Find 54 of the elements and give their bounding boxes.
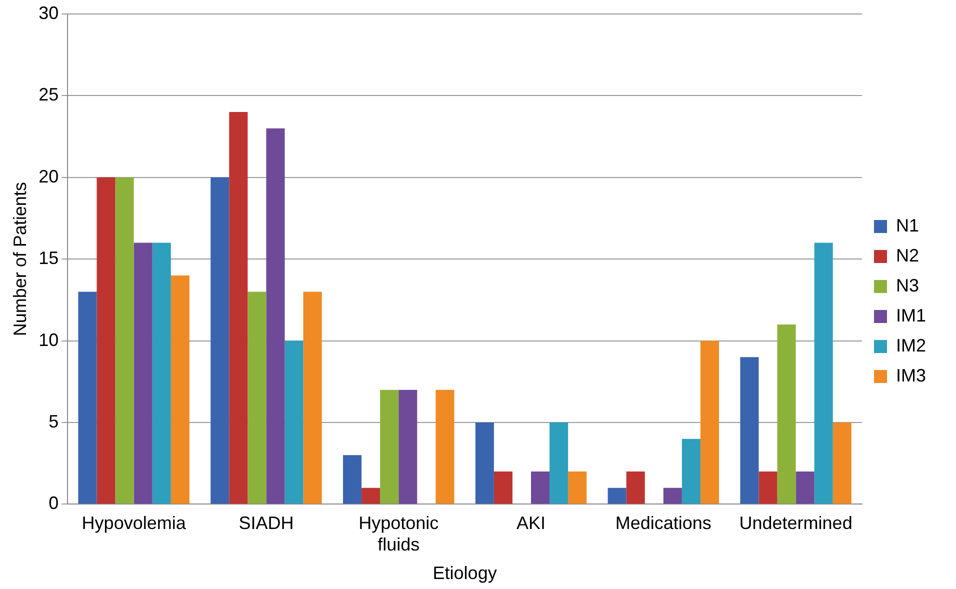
y-tick-label: 10 xyxy=(38,330,59,350)
bar xyxy=(626,472,645,504)
bar xyxy=(96,177,116,504)
bar xyxy=(362,488,380,504)
bar xyxy=(436,390,454,504)
legend-label: IM2 xyxy=(896,335,926,356)
x-tick-label: AKI xyxy=(516,512,546,533)
bar xyxy=(398,390,418,504)
bar xyxy=(229,112,248,504)
bar xyxy=(550,422,568,504)
bar xyxy=(531,472,550,504)
bar xyxy=(134,242,152,504)
bar xyxy=(210,177,230,504)
bar xyxy=(663,488,682,504)
y-tick-label: 20 xyxy=(38,166,59,186)
bar xyxy=(475,422,494,504)
bar xyxy=(832,422,852,504)
bar xyxy=(494,472,512,504)
y-tick-label: 5 xyxy=(48,411,59,432)
bar xyxy=(700,340,720,504)
x-axis-title: Etiology xyxy=(432,563,497,584)
y-tick-label: 15 xyxy=(38,248,59,268)
bar xyxy=(284,340,304,504)
bar xyxy=(266,128,285,504)
x-tick-label: Undetermined xyxy=(739,512,852,533)
y-axis-title: Number of Patients xyxy=(10,182,30,336)
bar xyxy=(303,292,322,504)
x-tick-label: Hypovolemia xyxy=(82,512,187,533)
y-tick-label: 30 xyxy=(38,2,59,23)
bar xyxy=(682,438,700,504)
x-tick-label: Hypotonic fluids xyxy=(358,512,439,555)
bar xyxy=(814,242,833,504)
bar xyxy=(380,390,399,504)
bar xyxy=(343,455,362,504)
bar xyxy=(248,292,266,504)
bar xyxy=(758,472,778,504)
bar xyxy=(777,324,796,504)
bar xyxy=(740,357,759,504)
x-tick-label: SIADH xyxy=(238,512,294,533)
legend-label: N1 xyxy=(896,215,920,236)
bar xyxy=(152,242,171,504)
bar xyxy=(78,292,97,504)
legend-label: IM3 xyxy=(896,365,926,386)
bar xyxy=(608,488,626,504)
y-tick-label: 25 xyxy=(38,84,59,105)
bar xyxy=(568,472,587,504)
bar xyxy=(115,177,134,504)
legend-label: N3 xyxy=(896,275,920,296)
legend-label: IM1 xyxy=(896,305,926,326)
bar xyxy=(170,275,190,504)
x-tick-label: Medications xyxy=(615,512,712,533)
legend-label: N2 xyxy=(896,245,920,266)
y-tick-label: 0 xyxy=(48,493,59,514)
bar xyxy=(796,472,814,504)
